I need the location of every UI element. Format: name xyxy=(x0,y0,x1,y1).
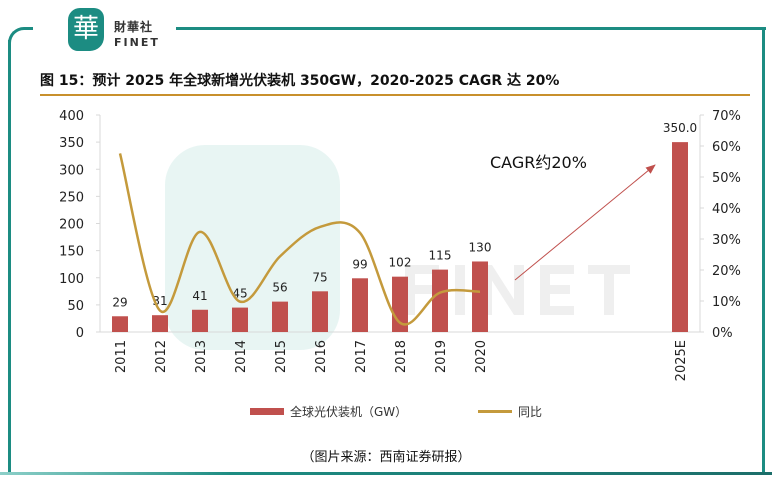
bar xyxy=(672,142,688,332)
left-tick-label: 50 xyxy=(67,299,84,314)
x-tick-label: 2015 xyxy=(274,340,289,373)
yoy-growth-line xyxy=(118,153,481,326)
bar-value-label: 130 xyxy=(469,240,492,254)
watermark xyxy=(165,145,630,350)
watermark-seal xyxy=(165,145,340,350)
left-tick-label: 200 xyxy=(59,218,84,233)
left-tick-label: 150 xyxy=(59,245,84,260)
left-tick-label: 100 xyxy=(59,272,84,287)
frame-bottom-border xyxy=(0,472,772,475)
x-tick-label: 2017 xyxy=(354,340,369,373)
bar xyxy=(192,309,208,332)
bar xyxy=(152,315,168,332)
right-tick-label: 0% xyxy=(712,326,733,341)
legend-swatch-line xyxy=(478,410,512,413)
right-tick-label: 60% xyxy=(712,140,741,155)
x-tick-label: 2014 xyxy=(234,340,249,373)
left-tick-label: 350 xyxy=(59,136,84,151)
left-tick-label: 300 xyxy=(59,163,84,178)
x-tick-label: 2016 xyxy=(314,340,329,373)
frame-corner xyxy=(8,27,33,52)
left-tick-label: 250 xyxy=(59,190,84,205)
x-tick-label: 2018 xyxy=(394,340,409,373)
bar-value-label: 350.0 xyxy=(663,121,697,135)
bar-value-label: 29 xyxy=(112,295,127,309)
bar-value-label: 41 xyxy=(192,289,207,303)
left-tick-label: 0 xyxy=(76,326,84,341)
bar-value-label: 75 xyxy=(312,270,327,284)
legend-item-bar: 全球光伏装机（GW） xyxy=(250,403,407,420)
left-tick-label: 400 xyxy=(59,109,84,124)
title-divider xyxy=(40,94,750,96)
legend-label-line: 同比 xyxy=(518,405,543,419)
bar xyxy=(472,261,488,332)
bar xyxy=(232,307,248,332)
frame-left-border xyxy=(8,40,11,472)
bar xyxy=(112,316,128,332)
legend-item-line: 同比 xyxy=(478,403,542,420)
bar xyxy=(312,291,328,332)
brand-name: 財華社 FINET xyxy=(114,18,160,49)
x-tick-label: 2020 xyxy=(474,340,489,373)
legend-swatch-bar xyxy=(250,408,284,415)
bar xyxy=(352,278,368,332)
x-tick-label: 2013 xyxy=(194,340,209,373)
brand-name-en: FINET xyxy=(114,36,160,49)
x-tick-label: 2025E xyxy=(674,340,689,381)
cagr-arrow xyxy=(514,164,656,281)
right-tick-label: 20% xyxy=(712,264,741,279)
legend-label-bar: 全球光伏装机（GW） xyxy=(290,405,408,419)
frame-top-border xyxy=(176,27,766,30)
bar-value-label: 102 xyxy=(389,256,412,270)
bar-value-label: 115 xyxy=(429,249,452,263)
right-tick-label: 10% xyxy=(712,295,741,310)
bar-value-label: 99 xyxy=(352,257,367,271)
bar xyxy=(272,301,288,332)
right-tick-label: 50% xyxy=(712,171,741,186)
x-tick-label: 2019 xyxy=(434,340,449,373)
bar-value-label: 56 xyxy=(272,281,287,295)
right-tick-label: 40% xyxy=(712,202,741,217)
cagr-annotation: CAGR约20% xyxy=(490,153,587,172)
source-note: （图片来源：西南证券研报） xyxy=(301,450,471,465)
right-tick-label: 30% xyxy=(712,233,741,248)
bar xyxy=(432,269,448,332)
figure-title: 图 15：预计 2025 年全球新增光伏装机 350GW，2020-2025 C… xyxy=(40,73,560,89)
x-tick-label: 2012 xyxy=(154,340,169,373)
right-tick-label: 70% xyxy=(712,109,741,124)
brand-name-cn: 財華社 xyxy=(114,20,154,34)
finet-logo-icon: 華 xyxy=(68,8,104,51)
x-tick-label: 2011 xyxy=(114,340,129,373)
frame-right-border xyxy=(762,27,765,474)
